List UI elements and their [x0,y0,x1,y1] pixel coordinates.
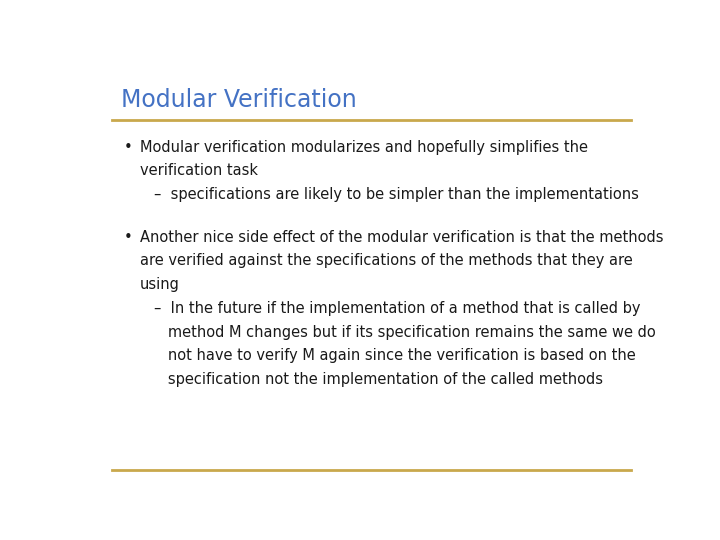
Text: specification not the implementation of the called methods: specification not the implementation of … [154,372,603,387]
Text: are verified against the specifications of the methods that they are: are verified against the specifications … [140,253,633,268]
Text: •: • [124,140,132,154]
Text: using: using [140,277,180,292]
Text: Another nice side effect of the modular verification is that the methods: Another nice side effect of the modular … [140,230,664,245]
Text: –  specifications are likely to be simpler than the implementations: – specifications are likely to be simple… [154,187,639,202]
Text: not have to verify M again since the verification is based on the: not have to verify M again since the ver… [154,348,636,363]
Text: –  In the future if the implementation of a method that is called by: – In the future if the implementation of… [154,301,641,316]
Text: method M changes but if its specification remains the same we do: method M changes but if its specificatio… [154,325,656,340]
Text: verification task: verification task [140,163,258,178]
Text: •: • [124,230,132,245]
Text: Modular Verification: Modular Verification [121,87,356,112]
Text: Modular verification modularizes and hopefully simplifies the: Modular verification modularizes and hop… [140,140,588,154]
